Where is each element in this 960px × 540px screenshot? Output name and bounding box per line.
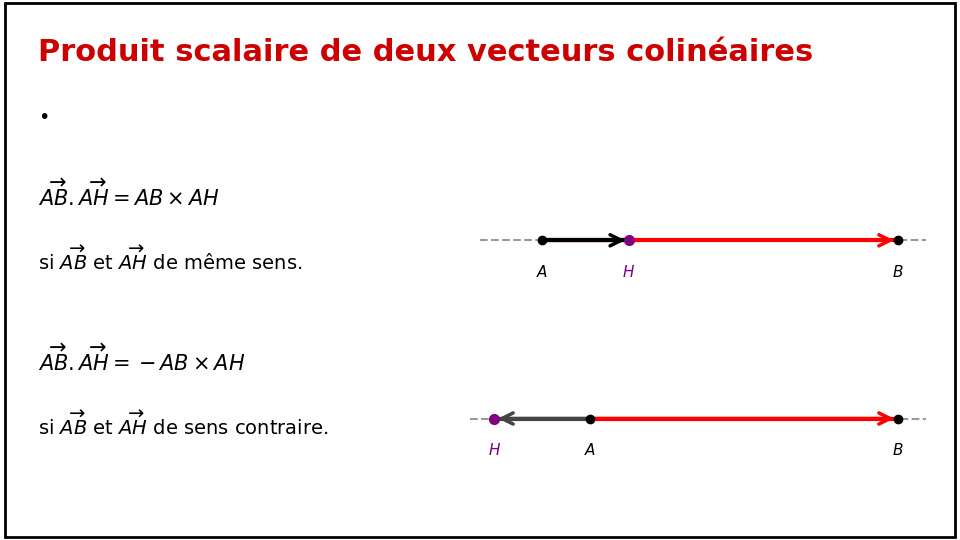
Text: B: B xyxy=(893,265,902,280)
FancyBboxPatch shape xyxy=(5,3,955,537)
Text: H: H xyxy=(489,443,500,458)
Text: $\overrightarrow{AB}.\overrightarrow{AH} = -AB \times AH$: $\overrightarrow{AB}.\overrightarrow{AH}… xyxy=(38,343,246,375)
Text: Produit scalaire de deux vecteurs colinéaires: Produit scalaire de deux vecteurs coliné… xyxy=(38,38,814,67)
Text: A: A xyxy=(538,265,547,280)
Text: si $\overrightarrow{AB}$ et $\overrightarrow{AH}$ de même sens.: si $\overrightarrow{AB}$ et $\overrighta… xyxy=(38,246,302,274)
Text: si $\overrightarrow{AB}$ et $\overrightarrow{AH}$ de sens contraire.: si $\overrightarrow{AB}$ et $\overrighta… xyxy=(38,410,328,439)
Text: •: • xyxy=(38,108,50,127)
Text: H: H xyxy=(623,265,635,280)
Text: A: A xyxy=(586,443,595,458)
Text: B: B xyxy=(893,443,902,458)
Text: $\overrightarrow{AB}.\overrightarrow{AH} = AB \times AH$: $\overrightarrow{AB}.\overrightarrow{AH}… xyxy=(38,178,220,210)
